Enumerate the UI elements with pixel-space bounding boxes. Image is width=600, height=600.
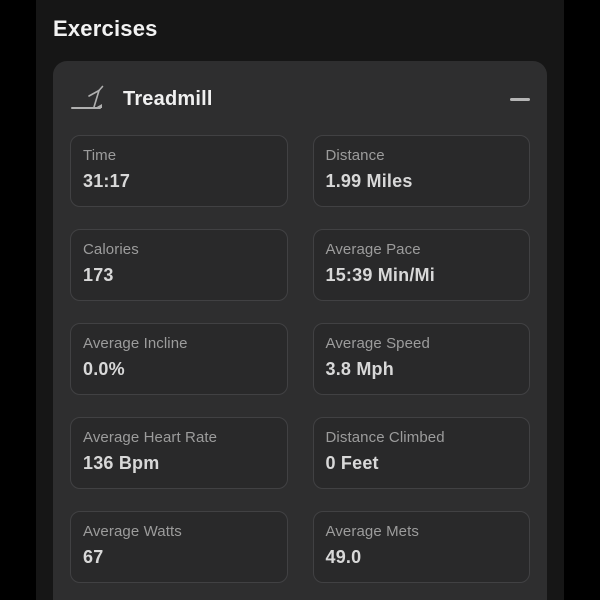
stat-label: Calories <box>83 241 139 258</box>
stat-tile-distance-climbed: Distance Climbed 0 Feet <box>312 417 530 489</box>
stat-tile-average-speed: Average Speed 3.8 Mph <box>312 323 530 395</box>
stat-value: 15:39 Min/Mi <box>325 265 435 285</box>
stat-tile-time: Time 31:17 <box>70 135 288 207</box>
page-title: Exercises <box>53 16 158 41</box>
exercise-card-header[interactable]: Treadmill <box>53 61 547 113</box>
stat-tile-average-mets: Average Mets 49.0 <box>312 511 530 583</box>
stat-value: 136 Bpm <box>83 453 160 473</box>
treadmill-icon <box>70 83 104 116</box>
stat-label: Time <box>83 147 117 164</box>
stat-label: Distance Climbed <box>325 429 445 446</box>
stat-tile-calories: Calories 173 <box>70 229 288 301</box>
stat-value: 49.0 <box>325 547 362 567</box>
exercise-card-title: Treadmill <box>123 87 213 110</box>
stat-label: Average Incline <box>83 335 188 352</box>
stat-value: 67 <box>83 547 104 567</box>
stat-value: 0.0% <box>83 359 125 379</box>
stat-label: Average Mets <box>325 523 419 540</box>
stat-label: Average Speed <box>325 335 430 352</box>
stat-tile-average-pace: Average Pace 15:39 Min/Mi <box>312 229 530 301</box>
stat-label: Average Watts <box>83 523 182 540</box>
stat-tile-average-incline: Average Incline 0.0% <box>70 323 288 395</box>
stat-value: 3.8 Mph <box>325 359 394 379</box>
stat-value: 1.99 Miles <box>325 171 413 191</box>
stats-grid: Time 31:17 Distance 1.99 Miles Calories … <box>53 135 547 583</box>
exercise-card: Treadmill Time 31:17 Distance 1.99 Miles… <box>53 61 547 600</box>
stat-label: Average Pace <box>325 241 421 258</box>
collapse-card-button[interactable] <box>502 85 530 113</box>
stat-tile-average-watts: Average Watts 67 <box>70 511 288 583</box>
stat-value: 31:17 <box>83 171 131 191</box>
app-screen: Exercises Treadmill Time 31:17 <box>36 0 564 600</box>
stat-value: 173 <box>83 265 114 285</box>
stat-value: 0 Feet <box>325 453 379 473</box>
minus-icon <box>510 97 530 101</box>
stat-label: Distance <box>325 147 385 164</box>
stat-tile-distance: Distance 1.99 Miles <box>312 135 530 207</box>
stat-tile-average-heart-rate: Average Heart Rate 136 Bpm <box>70 417 288 489</box>
stat-label: Average Heart Rate <box>83 429 218 446</box>
